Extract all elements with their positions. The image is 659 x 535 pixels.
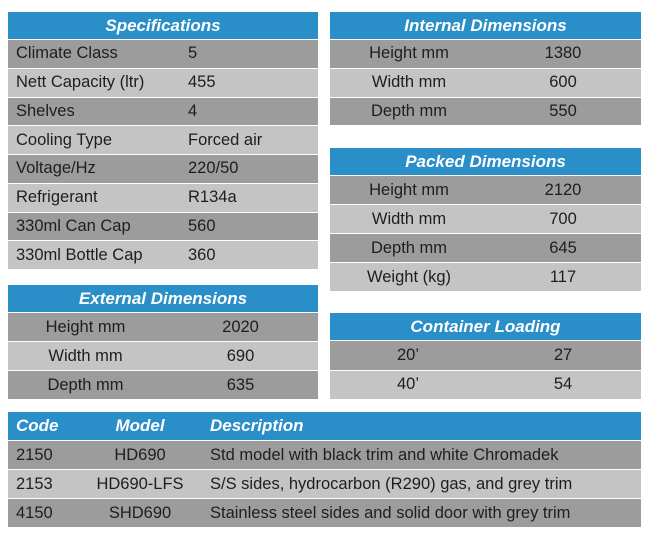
cell: 560 bbox=[188, 216, 216, 235]
table-row: 330ml Bottle Cap 360 bbox=[8, 241, 318, 269]
panel-title: Specifications bbox=[105, 15, 221, 35]
panel-title: Internal Dimensions bbox=[404, 15, 567, 35]
cell: 600 bbox=[549, 73, 577, 92]
cell: Nett Capacity (ltr) bbox=[16, 73, 145, 92]
cell: 645 bbox=[549, 238, 577, 257]
header: Code Model Description bbox=[8, 412, 641, 440]
cell: 330ml Can Cap bbox=[16, 216, 131, 235]
table-row: Nett Capacity (ltr) 455 bbox=[8, 68, 318, 97]
specifications-panel: Specifications Climate Class 5 Nett Capacit… bbox=[8, 12, 318, 270]
cell: 1380 bbox=[544, 44, 582, 63]
table-row: Climate Class 5 bbox=[8, 40, 318, 68]
column-header: Model bbox=[115, 416, 165, 435]
table-row: 20’ 27 bbox=[330, 341, 641, 370]
cell: 635 bbox=[226, 375, 255, 394]
cell: 5 bbox=[188, 44, 198, 63]
cell: HD690 bbox=[114, 445, 166, 464]
cell: Height mm bbox=[45, 317, 126, 336]
cell: HD690-LFS bbox=[96, 474, 184, 493]
header: Container Loading bbox=[330, 313, 641, 340]
table-row: Width mm 690 bbox=[8, 342, 318, 370]
table-row: Voltage/Hz 220/50 bbox=[8, 155, 318, 183]
cell: 27 bbox=[553, 345, 573, 364]
cell: 550 bbox=[549, 101, 577, 120]
header: Specifications bbox=[8, 12, 318, 39]
cell: Width mm bbox=[48, 346, 123, 365]
cell: 2153 bbox=[16, 474, 53, 493]
cell: Climate Class bbox=[16, 44, 118, 63]
table-row: Shelves 4 bbox=[8, 97, 318, 126]
cell: 455 bbox=[188, 73, 216, 92]
table-row: Refrigerant R134a bbox=[8, 183, 318, 212]
panel-title: External Dimensions bbox=[78, 288, 248, 308]
cell: Weight (kg) bbox=[366, 267, 452, 286]
cell: Shelves bbox=[16, 101, 75, 120]
packed-dimensions-panel: Packed Dimensions Height mm 2120 Width mm 70… bbox=[330, 148, 641, 292]
cell: Stainless steel sides and solid door wit… bbox=[210, 503, 571, 522]
header: Packed Dimensions bbox=[330, 148, 641, 175]
cell: Height mm bbox=[369, 44, 449, 63]
table-row: Depth mm 635 bbox=[8, 371, 318, 399]
table-row: 4150 SHD690 Stainless steel sides and soli… bbox=[8, 499, 641, 527]
table-row: 40’ 54 bbox=[330, 370, 641, 399]
internal-dimensions-panel: Internal Dimensions Height mm 1380 Width mm… bbox=[330, 12, 641, 126]
cell: Cooling Type bbox=[16, 130, 113, 149]
external-dimensions-panel: External Dimensions Height mm 2020 Width mm… bbox=[8, 285, 318, 400]
cell: 40’ bbox=[396, 375, 420, 394]
column-header: Description bbox=[210, 416, 304, 435]
cell: 700 bbox=[549, 209, 577, 228]
cell: SHD690 bbox=[108, 503, 172, 522]
cell: Forced air bbox=[188, 130, 263, 149]
cell: 360 bbox=[188, 245, 216, 264]
cell: 220/50 bbox=[188, 159, 239, 178]
cell: Width mm bbox=[371, 73, 447, 92]
table-row: Weight (kg) 117 bbox=[330, 263, 641, 291]
cell: 690 bbox=[226, 346, 255, 365]
cell: 54 bbox=[553, 375, 573, 394]
header: External Dimensions bbox=[8, 285, 318, 312]
panel-title: Container Loading bbox=[410, 316, 561, 336]
table-row: Height mm 1380 bbox=[330, 40, 641, 68]
table-row: Width mm 700 bbox=[330, 205, 641, 233]
cell: S/S sides, hydrocarbon (R290) gas, and g… bbox=[210, 474, 573, 493]
header: Internal Dimensions bbox=[330, 12, 641, 39]
table-row: Height mm 2020 bbox=[8, 313, 318, 341]
container-loading-panel: Container Loading 20’ 27 40’ 54 bbox=[330, 313, 641, 400]
cell: Depth mm bbox=[47, 375, 124, 394]
table-row: Cooling Type Forced air bbox=[8, 126, 318, 154]
table-row: 2150 HD690 Std model with black trim and w… bbox=[8, 441, 641, 469]
cell: Height mm bbox=[369, 180, 449, 199]
table-row: Width mm 600 bbox=[330, 68, 641, 97]
cell: R134a bbox=[188, 188, 237, 207]
column-header: Code bbox=[16, 416, 59, 435]
cell: 2020 bbox=[222, 317, 259, 336]
cell: Width mm bbox=[371, 209, 447, 228]
table-row: Depth mm 550 bbox=[330, 97, 641, 126]
panel-title: Packed Dimensions bbox=[405, 151, 566, 171]
cell: Refrigerant bbox=[16, 188, 98, 207]
cell: 20’ bbox=[396, 345, 420, 364]
table-row: Depth mm 645 bbox=[330, 234, 641, 262]
models-panel: Code Model Description 2150 HD690 Std model w… bbox=[8, 412, 641, 528]
table-row: 330ml Can Cap 560 bbox=[8, 212, 318, 241]
cell: 4150 bbox=[16, 503, 53, 522]
cell: Voltage/Hz bbox=[16, 159, 96, 178]
cell: 2150 bbox=[16, 445, 53, 464]
cell: Depth mm bbox=[370, 101, 448, 120]
cell: 117 bbox=[549, 267, 577, 286]
cell: 4 bbox=[188, 101, 198, 120]
cell: 2120 bbox=[544, 180, 582, 199]
cell: 330ml Bottle Cap bbox=[16, 245, 143, 264]
cell: Std model with black trim and white Chro… bbox=[210, 445, 559, 464]
table-row: 2153 HD690-LFS S/S sides, hydrocarbon (R29… bbox=[8, 470, 641, 498]
cell: Depth mm bbox=[370, 238, 448, 257]
table-row: Height mm 2120 bbox=[330, 176, 641, 204]
